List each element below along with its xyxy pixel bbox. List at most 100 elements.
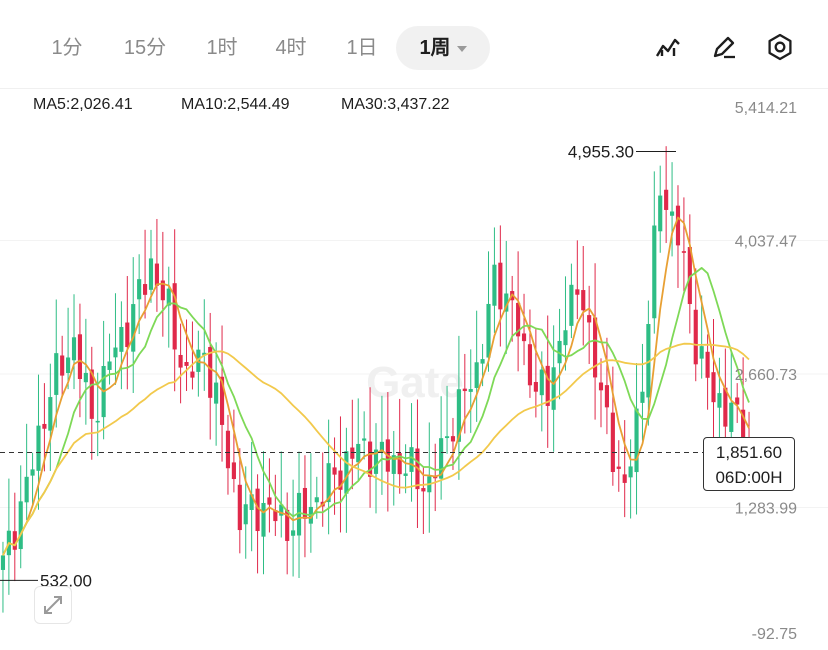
candle-body: [492, 264, 497, 306]
indicator-icon[interactable]: [651, 30, 685, 64]
candle-body: [107, 361, 112, 370]
candle-body: [54, 353, 59, 395]
candle-body: [675, 205, 681, 246]
candle-body: [291, 530, 296, 536]
watermark-logo: Gate: [366, 358, 464, 407]
tab-1week-label: 1周: [419, 37, 451, 59]
candle-body: [640, 391, 645, 403]
candle-body: [373, 449, 379, 474]
expand-icon[interactable]: [34, 586, 72, 624]
candle-body: [95, 420, 100, 423]
candle-body: [296, 492, 302, 536]
candle-body: [735, 397, 740, 405]
ma10-line: [2, 266, 750, 556]
candle-body: [231, 462, 236, 480]
candle-body: [575, 289, 580, 295]
y-axis-label: 1,283.99: [735, 501, 797, 518]
candle-body: [208, 346, 213, 398]
candle-body: [658, 195, 663, 232]
candle-countdown: 06D:00H: [715, 468, 783, 487]
candle-body: [344, 451, 349, 494]
candle-body: [551, 367, 556, 410]
candle-body: [444, 436, 450, 439]
candle-body: [142, 284, 148, 295]
candle-body: [172, 283, 177, 350]
candle-body: [368, 441, 373, 477]
candle-body: [279, 504, 284, 516]
y-axis-label: 2,660.73: [735, 367, 797, 384]
high-price-label: 4,955.30: [568, 142, 634, 161]
ma5-legend: MA5:2,026.41: [33, 96, 133, 113]
candle-body: [255, 488, 260, 532]
candle-body: [622, 474, 627, 483]
y-axis-label: -92.75: [752, 626, 797, 643]
candle-body: [113, 347, 118, 358]
candle-body: [190, 371, 195, 378]
candle-body: [273, 510, 278, 522]
candle-body: [705, 351, 710, 378]
candle-body: [125, 322, 130, 348]
tab-4hour[interactable]: 4时: [275, 37, 307, 59]
candle-body: [664, 189, 669, 210]
candle-body: [202, 352, 207, 356]
candle-body: [521, 333, 527, 342]
candle-body: [261, 502, 266, 537]
candle-body: [397, 453, 402, 475]
tab-1min[interactable]: 1分: [51, 37, 83, 59]
chevron-down-icon: [456, 45, 467, 52]
candle-body: [184, 362, 189, 366]
candle-body: [563, 330, 568, 346]
candle-body: [587, 315, 592, 323]
low-price-label: 532.00: [40, 571, 92, 590]
candle-body: [36, 425, 41, 471]
candle-body: [160, 280, 165, 301]
candle-body: [669, 211, 675, 216]
tab-15min[interactable]: 15分: [123, 37, 167, 59]
candle-body: [646, 324, 651, 398]
candle-body: [468, 389, 473, 392]
candle-body: [302, 487, 308, 519]
candle-body: [634, 408, 639, 473]
candle-body: [83, 372, 88, 383]
candle-body: [267, 497, 272, 505]
candle-body: [593, 317, 598, 378]
candle-body: [604, 385, 610, 408]
candle-body: [421, 488, 426, 492]
candle-body: [154, 263, 159, 286]
candle-body: [598, 382, 604, 391]
candle-body: [610, 412, 615, 472]
settings-icon[interactable]: [763, 30, 797, 64]
candle-body: [474, 362, 479, 388]
candle-body: [693, 309, 698, 365]
candle-body: [77, 334, 83, 379]
tab-1day[interactable]: 1日: [346, 37, 378, 59]
candle-body: [717, 393, 722, 408]
candle-body: [48, 397, 53, 431]
candle-body: [533, 381, 538, 392]
candle-body: [66, 357, 71, 374]
candle-body: [326, 463, 331, 503]
candle-body: [616, 466, 621, 469]
candle-body: [711, 372, 716, 403]
draw-icon[interactable]: [707, 30, 741, 64]
candle-body: [486, 303, 491, 358]
candle-body: [391, 455, 396, 474]
candle-body: [504, 293, 509, 312]
tab-1week[interactable]: 1周: [396, 26, 490, 70]
candle-body: [557, 340, 562, 364]
candle-body: [498, 262, 503, 310]
candle-body: [137, 279, 142, 300]
last-price-box[interactable]: 1,851.60 06D:00H: [703, 437, 795, 491]
candle-body: [178, 354, 183, 368]
candle-body: [119, 326, 124, 352]
candle-body: [729, 402, 734, 432]
candle-body: [89, 369, 94, 419]
candle-body: [456, 389, 461, 442]
tab-1hour[interactable]: 1时: [206, 37, 238, 59]
ma10-legend: MA10:2,544.49: [181, 96, 290, 113]
candle-body: [332, 467, 337, 475]
timeframe-tabs: 1分 15分 1时 4时 1日 1周: [0, 0, 828, 92]
candle-body: [681, 251, 686, 253]
candle-body: [243, 504, 248, 525]
